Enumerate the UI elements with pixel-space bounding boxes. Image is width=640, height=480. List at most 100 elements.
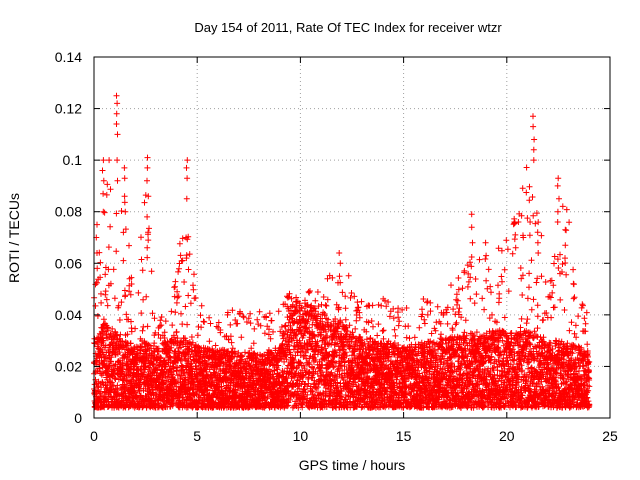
data-point — [116, 317, 123, 323]
data-points — [91, 92, 593, 411]
data-point — [127, 291, 134, 298]
data-point — [138, 256, 145, 263]
data-point — [155, 331, 162, 338]
data-point — [174, 288, 181, 295]
data-point — [101, 209, 108, 216]
data-point — [240, 314, 247, 321]
data-point — [416, 324, 423, 331]
data-point — [179, 235, 186, 242]
data-point — [100, 337, 107, 344]
data-point — [251, 325, 258, 332]
data-point — [192, 295, 199, 301]
data-point — [135, 289, 142, 296]
data-point — [424, 311, 431, 318]
data-point — [123, 382, 130, 389]
data-point — [118, 299, 125, 306]
data-point — [374, 332, 381, 339]
data-point — [126, 242, 132, 249]
data-point — [140, 296, 147, 303]
data-point — [141, 199, 148, 206]
data-point — [113, 248, 120, 255]
data-point — [411, 334, 418, 341]
data-point — [247, 310, 254, 317]
data-point — [369, 302, 376, 309]
data-point — [105, 364, 112, 371]
data-point — [157, 355, 164, 362]
data-point — [176, 265, 182, 272]
data-point — [105, 266, 112, 273]
data-point — [128, 328, 135, 335]
data-point — [339, 289, 346, 296]
data-point — [138, 310, 145, 317]
data-point — [153, 391, 160, 398]
data-point — [173, 367, 180, 374]
data-point — [152, 329, 159, 336]
data-point — [156, 323, 163, 330]
data-point — [351, 293, 358, 300]
data-point — [352, 325, 359, 332]
data-point — [109, 325, 116, 332]
data-point — [97, 259, 104, 266]
data-point — [149, 310, 156, 317]
data-point — [200, 318, 207, 325]
data-point — [170, 400, 177, 407]
data-point — [421, 316, 428, 323]
data-point — [102, 271, 109, 278]
data-point — [107, 186, 114, 193]
data-point — [143, 346, 150, 352]
data-point — [122, 292, 129, 299]
data-point — [175, 268, 182, 275]
data-point — [368, 318, 375, 324]
data-point — [103, 296, 110, 303]
data-point — [379, 328, 386, 334]
data-point — [103, 191, 110, 198]
data-point — [151, 315, 158, 322]
data-point — [138, 234, 144, 241]
data-point — [168, 308, 175, 315]
data-point — [228, 339, 235, 346]
data-point — [139, 344, 145, 351]
data-point — [161, 329, 168, 336]
data-point — [93, 279, 100, 286]
data-point — [342, 316, 349, 323]
data-point — [171, 334, 177, 341]
data-point — [194, 332, 201, 339]
data-point — [113, 210, 120, 217]
data-point — [151, 340, 158, 347]
data-point — [380, 327, 387, 334]
data-point — [168, 344, 175, 351]
data-point — [184, 321, 191, 328]
data-point — [391, 326, 398, 333]
data-point — [134, 394, 140, 401]
data-point — [139, 327, 146, 334]
data-point — [103, 331, 110, 338]
data-point — [118, 208, 125, 214]
data-point — [312, 297, 319, 304]
data-point — [427, 308, 434, 315]
data-point — [256, 308, 263, 315]
data-point — [121, 199, 128, 206]
data-point — [146, 225, 152, 232]
data-point — [116, 349, 123, 356]
data-point — [174, 364, 181, 371]
data-point — [158, 322, 165, 329]
data-point — [132, 325, 139, 332]
data-point — [167, 347, 174, 354]
data-point — [347, 294, 354, 301]
data-point — [177, 252, 184, 259]
data-point — [342, 305, 349, 312]
data-point — [375, 321, 382, 328]
data-point — [143, 293, 150, 300]
data-point — [128, 274, 135, 281]
data-point — [197, 312, 204, 319]
data-point — [117, 331, 124, 338]
data-point — [159, 380, 166, 387]
data-point — [395, 314, 402, 321]
data-point — [207, 320, 214, 327]
data-point — [120, 257, 127, 264]
data-point — [206, 314, 213, 321]
data-point — [155, 345, 162, 352]
data-point — [105, 327, 111, 334]
data-point — [342, 293, 349, 300]
data-point — [157, 317, 164, 324]
